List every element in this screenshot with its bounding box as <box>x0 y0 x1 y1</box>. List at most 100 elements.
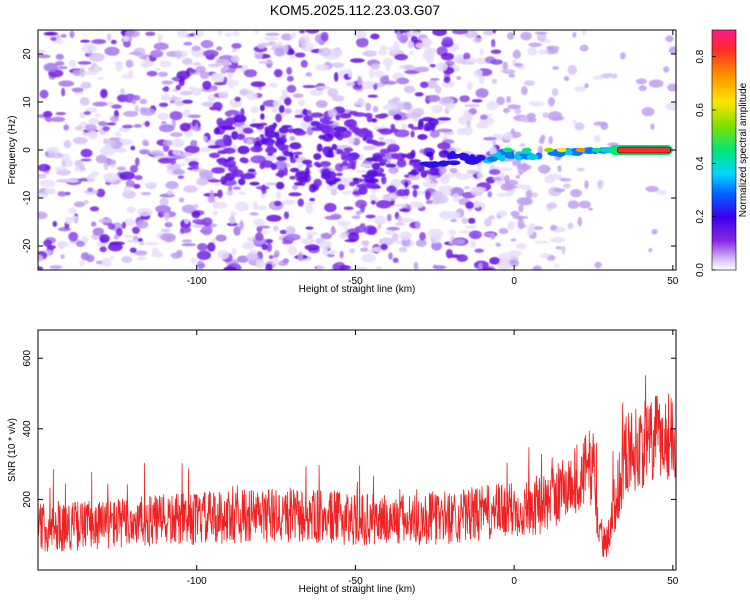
heatmap-cell <box>253 218 265 227</box>
heatmap-cell <box>233 225 241 236</box>
snr-y-label: SNR (10 * v/v) <box>7 418 18 482</box>
heatmap-cell <box>294 52 306 58</box>
heatmap-cell <box>437 107 442 113</box>
heatmap-cell <box>331 62 345 68</box>
heatmap-cell <box>179 162 186 166</box>
heatmap-cell <box>197 263 206 269</box>
heatmap-cell <box>515 174 520 179</box>
heatmap-cell <box>463 185 471 190</box>
heatmap-cell <box>132 226 140 235</box>
heatmap-cell <box>151 251 164 258</box>
heatmap-cell <box>44 188 53 194</box>
heatmap-cell <box>337 183 345 191</box>
heatmap-cell <box>409 201 425 209</box>
heatmap-cell <box>360 80 376 87</box>
heatmap-cell <box>238 178 246 186</box>
heatmap-cell <box>337 220 351 227</box>
heatmap-cell <box>351 215 361 220</box>
heatmap-cell <box>232 186 241 190</box>
heatmap-cell <box>237 145 250 155</box>
heatmap-cell <box>114 60 123 66</box>
heatmap-cell <box>330 189 338 196</box>
heatmap-cell <box>348 232 360 242</box>
heatmap-cell <box>322 133 334 142</box>
heatmap-cell <box>648 79 664 88</box>
heatmap-cell <box>60 254 65 259</box>
heatmap-cell <box>210 73 225 83</box>
heatmap-cell <box>407 40 414 49</box>
heatmap-cell <box>343 147 354 152</box>
heatmap-cell <box>224 32 232 37</box>
heatmap-cell <box>150 49 164 58</box>
heatmap-cell <box>500 183 515 191</box>
heatmap-cell <box>181 243 197 247</box>
heatmap-cell <box>321 126 330 134</box>
heatmap-cell <box>81 43 97 54</box>
heatmap-cell <box>509 259 520 267</box>
signal-cell <box>556 147 567 153</box>
heatmap-y-label: Frequency (Hz) <box>7 116 18 185</box>
heatmap-cell <box>362 85 374 90</box>
heatmap-cell <box>667 83 676 92</box>
heatmap-cell <box>275 172 284 177</box>
heatmap-cell <box>347 68 353 78</box>
heatmap-cell <box>537 49 549 55</box>
heatmap-cell <box>134 175 143 181</box>
heatmap-cell <box>283 97 292 106</box>
heatmap-cell <box>547 96 555 107</box>
heatmap-cell <box>293 151 303 156</box>
heatmap-cell <box>466 169 478 175</box>
heatmap-cell <box>490 38 496 48</box>
heatmap-cell <box>201 101 214 107</box>
heatmap-cell <box>495 242 502 247</box>
heatmap-cell <box>465 201 475 210</box>
heatmap-cell <box>242 127 253 134</box>
heatmap-cell <box>382 103 398 111</box>
heatmap-cell <box>133 183 141 189</box>
heatmap-cell <box>258 60 274 64</box>
heatmap-cell <box>211 167 226 174</box>
heatmap-cell <box>318 134 326 140</box>
heatmap-cell <box>486 100 499 111</box>
heatmap-cell <box>436 128 453 133</box>
heatmap-cell <box>513 62 524 67</box>
heatmap-cell <box>302 108 308 116</box>
heatmap-cell <box>335 172 343 177</box>
heatmap-cell <box>43 62 59 72</box>
heatmap-cell <box>172 169 185 175</box>
y-tick-label: 400 <box>22 420 33 437</box>
heatmap-cell <box>437 142 451 150</box>
heatmap-cell <box>557 165 562 172</box>
heatmap-cell <box>184 145 200 154</box>
heatmap-cell <box>236 133 246 140</box>
colorbar: 0.0 0.2 0.4 0.6 0.8 Normalized spectral ampl… <box>695 29 749 277</box>
heatmap-cell <box>162 139 173 146</box>
heatmap-cell <box>378 237 395 246</box>
signal-cell <box>521 147 532 153</box>
heatmap-cell <box>170 252 182 259</box>
heatmap-cell <box>374 70 385 79</box>
heatmap-cell <box>121 221 127 229</box>
heatmap-cell <box>373 173 386 177</box>
heatmap-cell <box>570 188 582 198</box>
x-tick-label: 0 <box>511 576 517 587</box>
heatmap-cell <box>359 247 369 252</box>
heatmap-cell <box>279 229 288 235</box>
heatmap-cell <box>346 119 357 128</box>
heatmap-cell <box>191 119 197 127</box>
heatmap-cell <box>259 162 265 170</box>
heatmap-cell <box>249 181 260 186</box>
heatmap-cell <box>202 135 208 142</box>
heatmap-cell <box>309 197 316 202</box>
heatmap-cell <box>349 181 356 187</box>
heatmap-cell <box>357 76 362 86</box>
heatmap-cell <box>291 184 299 190</box>
heatmap-cell <box>84 71 97 75</box>
heatmap-cell <box>154 67 161 72</box>
heatmap-cell <box>264 36 279 41</box>
heatmap-cell <box>43 239 53 247</box>
signal-cell <box>447 160 461 166</box>
heatmap-cell <box>228 215 236 225</box>
heatmap-cell <box>517 219 525 230</box>
heatmap-cell <box>381 175 387 185</box>
